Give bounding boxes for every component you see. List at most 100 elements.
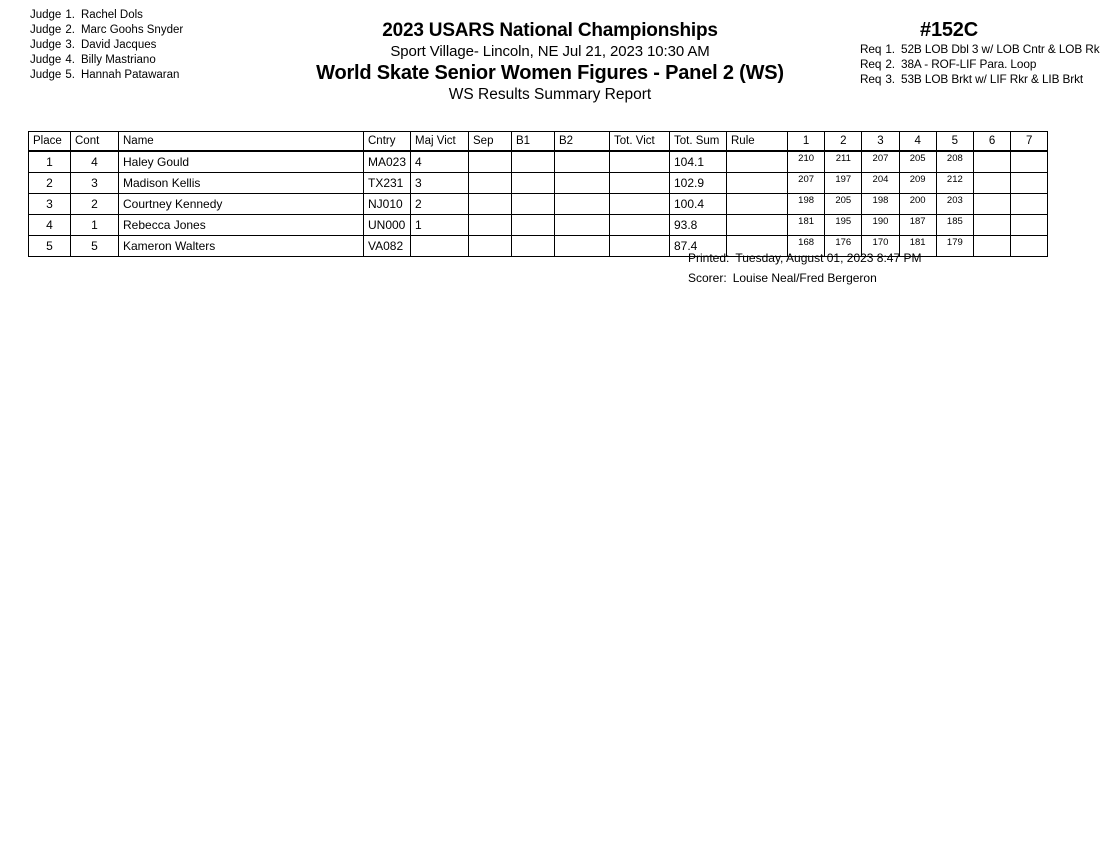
cell-judge-score-6 [972, 214, 1012, 236]
table-row: 2 3 Madison Kellis TX231 3 102.9 207 197 204 209 2… [28, 172, 1049, 194]
cell-b1 [511, 193, 555, 215]
requirement-item: Req 3. 53B LOB Brkt w/ LIF Rkr & LIB Brkt [860, 72, 1100, 87]
table-header: Place Cont Name Cntry Maj Vict Sep B1 B2… [28, 131, 1049, 152]
event-title: 2023 USARS National Championships [382, 20, 718, 41]
cell-judge-score-7 [1010, 214, 1049, 236]
judge-number: 2. [65, 24, 75, 36]
cell-maj-vict: 1 [410, 214, 469, 236]
header-judge-4: 4 [898, 131, 937, 152]
cell-judge-score-1: 207 [786, 172, 826, 194]
table-row: 4 1 Rebecca Jones UN000 1 93.8 181 195 190 187 185 [28, 214, 1049, 236]
judge-label: Judge [30, 24, 62, 36]
cell-b2 [554, 172, 610, 194]
cell-cntry: NJ010 [363, 193, 411, 215]
cell-judge-score-4: 205 [898, 150, 937, 173]
header-tot-sum: Tot. Sum [669, 131, 727, 152]
header-cont: Cont [70, 131, 119, 152]
requirement-number: 3. [885, 72, 895, 86]
cell-tot-vict [609, 214, 670, 236]
header-rule: Rule [726, 131, 788, 152]
cell-judge-score-1: 198 [786, 193, 826, 215]
scorer-value: Louise Neal/Fred Bergeron [732, 271, 877, 285]
cell-maj-vict: 2 [410, 193, 469, 215]
judge-name: Billy Mastriano [80, 54, 156, 66]
cell-cont: 5 [70, 235, 119, 257]
requirement-text: 52B LOB Dbl 3 w/ LOB Cntr & LOB Rkr [900, 42, 1100, 56]
judge-panel-list: Judge 1. Rachel Dols Judge 2. Marc Goohs Snyd… [30, 8, 330, 83]
cell-rule [726, 172, 788, 194]
report-title-block: 2023 USARS National Championships Sport … [280, 20, 820, 105]
judge-item: Judge 2. Marc Goohs Snyder [30, 23, 330, 38]
results-summary-table: Place Cont Name Cntry Maj Vict Sep B1 B2… [28, 131, 1049, 257]
report-header: Judge 1. Rachel Dols Judge 2. Marc Goohs Snyd… [0, 0, 1100, 120]
cell-judge-score-5: 208 [935, 150, 974, 173]
cell-judge-score-3: 198 [861, 193, 900, 215]
judge-label: Judge [30, 39, 62, 51]
report-footer: Printed: Tuesday, August 01, 2023 8:47 PM… [688, 248, 1048, 288]
cell-name: Courtney Kennedy [118, 193, 364, 215]
header-judge-7: 7 [1010, 131, 1049, 152]
cell-judge-score-6 [972, 193, 1012, 215]
cell-b2 [554, 150, 610, 173]
venue-datetime: Sport Village- Lincoln, NE Jul 21, 2023 … [390, 43, 710, 60]
cell-judge-score-3: 204 [861, 172, 900, 194]
printed-label: Printed: [688, 251, 730, 265]
cell-sep [468, 214, 512, 236]
report-subtitle: WS Results Summary Report [448, 86, 652, 103]
scorer-label: Scorer: [688, 271, 727, 285]
cell-tot-sum: 104.1 [669, 150, 727, 173]
cell-sep [468, 150, 512, 173]
header-sep: Sep [468, 131, 512, 152]
cell-rule [726, 214, 788, 236]
cell-judge-score-6 [972, 172, 1012, 194]
judge-number: 5. [65, 69, 75, 81]
table-body: 1 4 Haley Gould MA023 4 104.1 210 211 207 205 208 2… [28, 150, 1049, 257]
cell-b1 [511, 150, 555, 173]
cell-judge-score-2: 205 [824, 193, 863, 215]
cell-place: 4 [28, 214, 71, 236]
header-judge-2: 2 [824, 131, 863, 152]
event-number: #152C [920, 19, 978, 41]
cell-cont: 4 [70, 150, 119, 173]
cell-tot-sum: 93.8 [669, 214, 727, 236]
cell-judge-score-7 [1010, 193, 1049, 215]
cell-tot-sum: 87.4 [669, 235, 727, 257]
cell-judge-score-1: 210 [786, 150, 826, 173]
cell-maj-vict: 4 [410, 150, 469, 173]
cell-judge-score-3: 207 [861, 150, 900, 173]
scorer-line: Scorer: Louise Neal/Fred Bergeron [688, 268, 1048, 288]
requirement-label: Req [860, 42, 882, 56]
requirement-text: 38A - ROF-LIF Para. Loop [900, 57, 1037, 71]
header-cntry: Cntry [363, 131, 411, 152]
event-info-block: #152C Req 1. 52B LOB Dbl 3 w/ LOB Cntr & L… [860, 18, 1100, 87]
cell-judge-score-6 [972, 150, 1012, 173]
printed-line: Printed: Tuesday, August 01, 2023 8:47 PM [688, 248, 1048, 268]
judge-label: Judge [30, 9, 62, 21]
header-tot-vict: Tot. Vict [609, 131, 670, 152]
judge-number: 1. [65, 9, 75, 21]
cell-b1 [511, 172, 555, 194]
cell-maj-vict: 3 [410, 172, 469, 194]
judge-item: Judge 1. Rachel Dols [30, 8, 330, 23]
cell-judge-score-2: 195 [824, 214, 863, 236]
judge-number: 3. [65, 39, 75, 51]
cell-judge-score-4: 209 [898, 172, 937, 194]
table-header-row: Place Cont Name Cntry Maj Vict Sep B1 B2… [28, 131, 1049, 152]
judge-item: Judge 4. Billy Mastriano [30, 53, 330, 68]
table-row: 3 2 Courtney Kennedy NJ010 2 100.4 198 205 198 20… [28, 193, 1049, 215]
judge-label: Judge [30, 69, 62, 81]
cell-place: 3 [28, 193, 71, 215]
cell-judge-score-5: 185 [935, 214, 974, 236]
header-judge-1: 1 [786, 131, 826, 152]
judge-name: David Jacques [80, 39, 157, 51]
cell-b1 [511, 214, 555, 236]
cell-cntry: UN000 [363, 214, 411, 236]
cell-cont: 1 [70, 214, 119, 236]
judge-item: Judge 3. David Jacques [30, 38, 330, 53]
printed-value: Tuesday, August 01, 2023 8:47 PM [735, 251, 922, 265]
cell-judge-score-7 [1010, 172, 1049, 194]
cell-judge-score-2: 197 [824, 172, 863, 194]
requirement-text: 53B LOB Brkt w/ LIF Rkr & LIB Brkt [900, 72, 1084, 86]
cell-judge-score-3: 190 [861, 214, 900, 236]
cell-sep [468, 172, 512, 194]
